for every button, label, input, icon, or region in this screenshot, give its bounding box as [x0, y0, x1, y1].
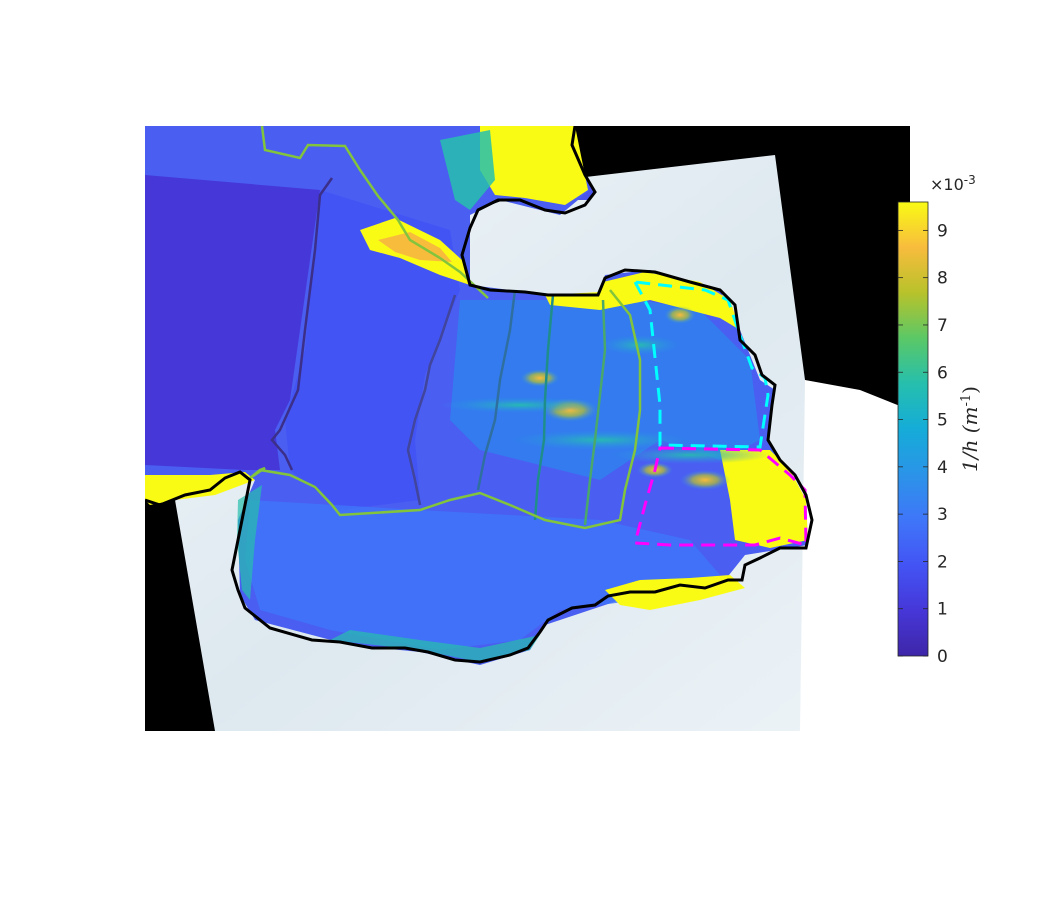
ice-front-boundary — [145, 126, 814, 664]
colorbar-tick-label: 5 — [937, 411, 948, 431]
field-mid — [285, 190, 460, 510]
colorbar-tick-label: 3 — [937, 505, 948, 525]
margin-yellow-front — [545, 272, 740, 330]
colorbar-tick-label: 0 — [937, 647, 948, 667]
flowline-1 — [270, 177, 334, 471]
colorbar-tick-label: 2 — [937, 552, 948, 572]
streak-7 — [440, 397, 600, 413]
streak-9 — [600, 335, 680, 355]
flowline-northwest — [260, 126, 489, 299]
colorbar-tick-label: 1 — [937, 600, 948, 620]
field-deep-west — [145, 175, 320, 470]
flowline-5 — [583, 299, 607, 526]
margin-yellow-south — [605, 575, 745, 610]
colorbar-tick-label: 6 — [937, 363, 948, 383]
colorbar-label-exponent: -1 — [959, 394, 974, 407]
colorbar-tick-label: 7 — [937, 316, 948, 336]
colorbar-tick-label: 9 — [937, 221, 948, 241]
colorbar-multiplier-base: ×10 — [930, 175, 964, 194]
streak-3 — [664, 306, 696, 324]
colorbar-gradient — [897, 201, 929, 657]
map-axes — [145, 126, 910, 731]
colorbar-ticks: 0 1 2 3 4 5 6 7 8 9 — [898, 221, 948, 667]
margin-green-south — [330, 630, 540, 662]
colorbar: 0 1 2 3 4 5 6 7 8 9 ×10-3 1/h (m-1) — [897, 173, 982, 667]
colorbar-label-close: ) — [958, 386, 982, 394]
colorbar-tick-label: 8 — [937, 269, 948, 289]
flowline-2 — [406, 294, 457, 506]
snow-strip-right — [800, 380, 910, 731]
dashed-box-cyan — [632, 280, 770, 449]
flowline-6 — [249, 289, 642, 530]
field-southwest — [245, 500, 720, 650]
margin-green-bay — [440, 130, 495, 210]
flowline-4 — [533, 294, 555, 521]
flowline-3 — [476, 289, 517, 491]
streak-2 — [520, 369, 560, 387]
colorbar-label-main: 1/h (m — [958, 407, 982, 472]
colorbar-tick-label: 4 — [937, 458, 948, 478]
margin-yellow-bay — [480, 126, 588, 205]
margin-yellow-west — [145, 472, 255, 505]
streak-4 — [680, 470, 730, 490]
colorbar-multiplier: ×10-3 — [930, 173, 976, 194]
colorbar-label: 1/h (m-1) — [958, 386, 982, 472]
margin-yellow-east — [720, 450, 808, 548]
streak-6 — [510, 430, 690, 450]
colorbar-multiplier-exponent: -3 — [964, 173, 976, 187]
dashed-box-magenta — [633, 446, 808, 547]
